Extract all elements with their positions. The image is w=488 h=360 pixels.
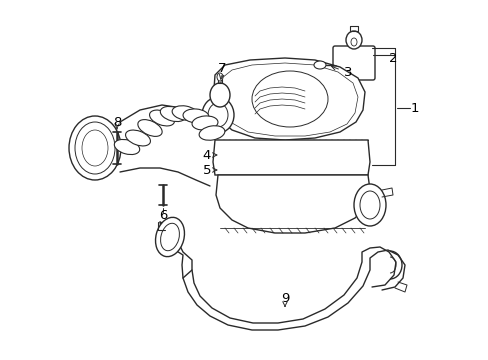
Polygon shape bbox=[213, 140, 369, 175]
Ellipse shape bbox=[199, 126, 224, 140]
Text: 1: 1 bbox=[410, 102, 418, 114]
Polygon shape bbox=[213, 58, 364, 140]
Ellipse shape bbox=[202, 97, 234, 133]
Text: 5: 5 bbox=[203, 163, 211, 176]
Ellipse shape bbox=[183, 109, 208, 123]
Ellipse shape bbox=[69, 116, 121, 180]
Text: 2: 2 bbox=[388, 51, 396, 64]
Text: 8: 8 bbox=[113, 116, 121, 129]
Ellipse shape bbox=[346, 31, 361, 49]
Text: 6: 6 bbox=[159, 208, 167, 221]
Ellipse shape bbox=[217, 73, 223, 81]
Ellipse shape bbox=[138, 120, 162, 136]
Polygon shape bbox=[216, 175, 369, 233]
Ellipse shape bbox=[192, 116, 218, 130]
Ellipse shape bbox=[160, 107, 185, 122]
Ellipse shape bbox=[353, 184, 385, 226]
FancyBboxPatch shape bbox=[332, 46, 374, 80]
Text: 4: 4 bbox=[203, 149, 211, 162]
Ellipse shape bbox=[209, 83, 229, 107]
Ellipse shape bbox=[125, 130, 150, 146]
Text: 7: 7 bbox=[217, 62, 226, 75]
Text: 9: 9 bbox=[280, 292, 288, 305]
Ellipse shape bbox=[313, 61, 325, 69]
Ellipse shape bbox=[155, 217, 184, 257]
Text: 3: 3 bbox=[343, 66, 351, 78]
Ellipse shape bbox=[114, 139, 140, 154]
Ellipse shape bbox=[172, 106, 198, 120]
Ellipse shape bbox=[149, 110, 174, 126]
